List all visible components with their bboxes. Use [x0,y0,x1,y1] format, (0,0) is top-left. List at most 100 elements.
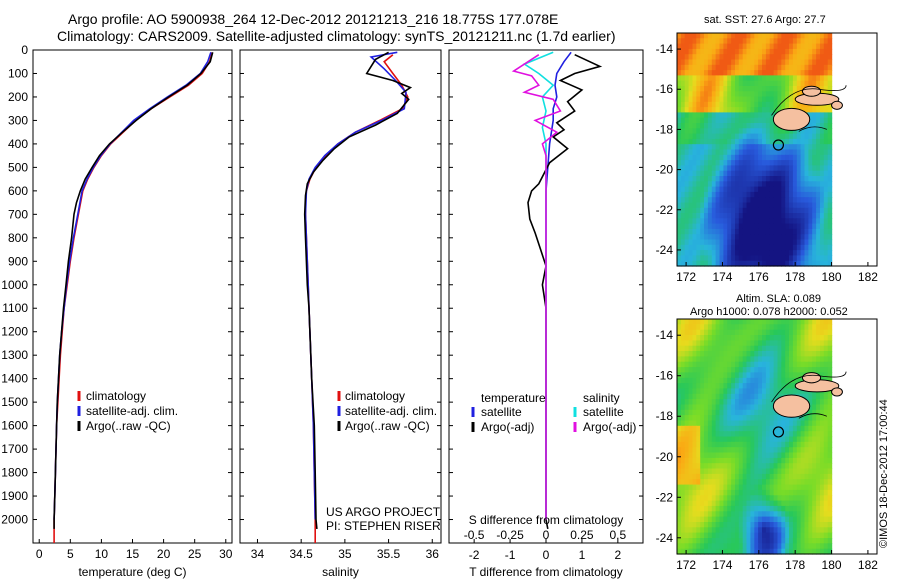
sla-map-cell [823,441,829,448]
sla-map-cell [804,452,809,459]
sla-map-cell [750,495,755,502]
sla-map-cell [692,500,697,507]
sla-map-cell [823,425,829,432]
sst-map-cell [742,191,748,198]
sst-map-cell [781,244,786,251]
sst-map-cell [719,191,724,198]
sst-map-cell [789,186,794,193]
sla-map-cell [820,372,825,379]
sst-map-cell [723,107,728,113]
sla-map-cell [731,340,736,347]
sla-map-cell [711,425,717,432]
sst-map-cell [827,59,833,66]
sst-map-cell [711,176,717,182]
sst-map-cell [808,144,813,151]
sst-map-cell [688,38,694,45]
sst-map-cell [688,191,694,198]
sla-map-cell [711,543,717,550]
sst-map-cell [700,128,705,135]
sla-map-cell [762,335,767,341]
sla-map-cell [731,436,736,443]
sst-map-cell [820,128,825,135]
sla-map-cell [677,463,682,470]
sla-map-cell [692,436,697,443]
sla-map-cell [800,495,806,502]
sst-map-cell [738,117,744,124]
sla-map-cell [816,345,821,352]
sst-map-cell [738,228,744,235]
sla-map-cell [738,479,744,486]
sla-map-cell [677,532,682,539]
sst-map-cell [777,191,782,198]
sla-map-cell [719,409,724,416]
sla-map-cell [704,367,709,373]
sst-map-cell [711,80,717,87]
sla-map-cell [762,532,767,539]
sst-map-cell [742,186,748,193]
sla-map-cell [765,425,771,432]
sst-map-cell [723,213,728,219]
sla-map-cell [727,329,732,336]
sst-map-cell [750,260,755,267]
sla-map-cell [692,527,697,534]
sla-map-cell [769,372,775,379]
sst-map-cell [696,144,701,151]
sla-map-cell [711,527,717,534]
sst-map-cell [735,149,740,156]
sla-map-cell [735,388,740,395]
sla-map-cell [758,468,763,475]
sla-map-cell [696,436,701,443]
sla-map-cell [823,522,829,528]
sst-map-cell [688,181,694,188]
sst-map-cell [677,54,682,61]
sst-map-cell [680,176,686,182]
sla-map-cell [684,522,690,528]
sst-map-cell [762,133,767,140]
sla-map-cell [820,324,825,331]
sla-map-cell [692,543,697,550]
sst-map-cell [688,48,694,55]
sla-map-cell [731,505,736,512]
sst-map-cell [823,255,829,262]
sla-map-cell [754,522,759,528]
sla-map-cell [715,441,721,448]
sla-map-cell [762,489,767,496]
sst-map-cell [704,165,709,172]
sla-map-cell [808,548,813,555]
sla-map-cell [792,511,798,518]
sst-map-cell [723,123,728,129]
sla-map-cell [792,479,798,486]
sla-map-cell [800,543,806,550]
sla-map-cell [820,548,825,555]
sst-map-cell [800,165,806,172]
sst-map-cell [731,223,736,230]
depth-tick-label: 100 [8,66,28,80]
sst-map-cell [704,75,709,82]
sla-map-cell [785,340,790,347]
sla-map-cell [812,522,817,528]
sst-map-cell [719,176,724,182]
sst-map-cell [711,207,717,214]
sst-map-cell [800,133,806,140]
sla-map-cell [785,543,790,550]
sla-map-cell [781,473,786,480]
sla-map-cell [796,463,802,470]
sst-map-cell [781,38,786,45]
sst-map-cell [773,138,779,145]
sst-map-cell [719,244,724,251]
sla-map-cell [684,415,690,421]
sst-map-cell [777,86,782,92]
sst-map-cell [765,107,771,113]
sst-map-cell [735,160,740,166]
sst-map-cell [677,43,682,50]
sst-map-cell [684,80,690,87]
sst-map-cell [719,75,724,82]
sla-map-cell [823,505,829,512]
sla-map-cell [812,548,817,555]
sla-map-cell [707,436,713,443]
sla-map-cell [742,425,748,432]
sla-map-cell [684,516,690,523]
sla-map-cell [688,329,694,336]
sdiff-tick-label: -0.5 [464,528,485,542]
sst-map-cell [723,149,728,156]
